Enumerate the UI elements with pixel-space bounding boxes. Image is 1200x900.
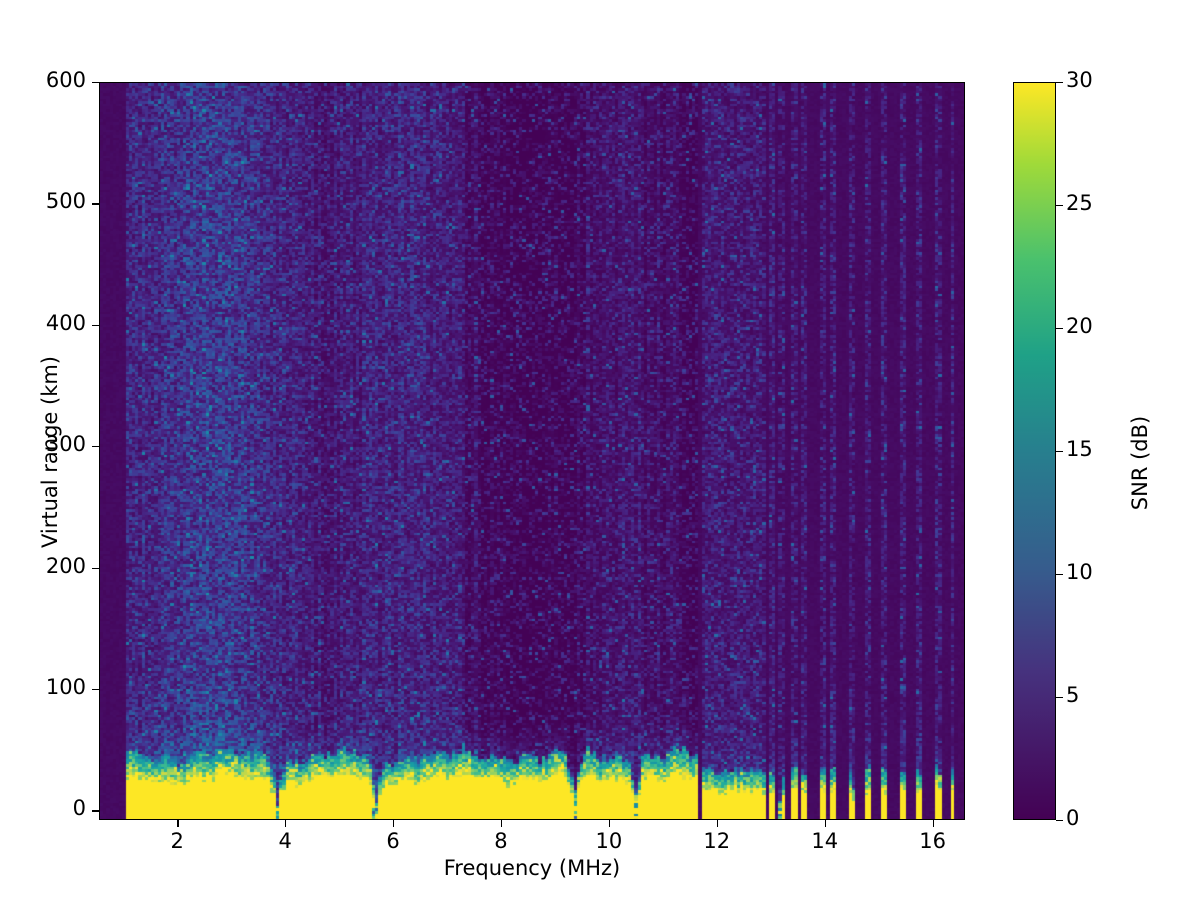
- colorbar-tick-label: 10: [1066, 560, 1093, 584]
- colorbar-tick-mark: [1056, 82, 1063, 84]
- snr-colorbar: [1013, 82, 1056, 820]
- y-tick-label: 100: [45, 674, 86, 699]
- colorbar-tick-mark: [1056, 205, 1063, 207]
- colorbar-tick-label: 30: [1066, 68, 1093, 92]
- y-tick-mark: [92, 324, 99, 327]
- x-tick-mark: [500, 820, 503, 827]
- colorbar-tick-mark: [1056, 574, 1063, 576]
- colorbar-tick-mark: [1056, 697, 1063, 699]
- y-tick-label: 300: [45, 432, 86, 457]
- x-tick-label: 12: [703, 829, 731, 853]
- colorbar-tick-label: 5: [1066, 683, 1080, 707]
- x-tick-mark: [393, 820, 395, 827]
- y-tick-label: 0: [72, 796, 86, 821]
- y-tick-label: 400: [45, 310, 86, 335]
- x-axis-label: Frequency (MHz): [443, 856, 621, 880]
- x-tick-label: 8: [494, 829, 508, 853]
- y-tick-mark: [92, 82, 99, 84]
- x-tick-mark: [824, 820, 826, 827]
- x-tick-label: 10: [595, 829, 623, 853]
- ionogram-heatmap: [100, 83, 964, 819]
- colorbar-tick-label: 20: [1066, 314, 1093, 338]
- x-tick-mark: [608, 820, 611, 827]
- colorbar-label: SNR (dB): [1128, 415, 1152, 511]
- ionogram-plot-area: [99, 82, 965, 820]
- x-tick-mark: [716, 820, 719, 827]
- x-tick-label: 16: [919, 829, 946, 853]
- y-tick-label: 200: [45, 553, 86, 578]
- x-tick-label: 14: [811, 829, 839, 853]
- x-tick-mark: [932, 820, 934, 827]
- y-tick-mark: [92, 688, 99, 691]
- y-tick-mark: [92, 810, 99, 812]
- y-axis-label: Virtual range (km): [38, 355, 62, 549]
- colorbar-tick-mark: [1056, 820, 1063, 822]
- x-tick-label: 2: [170, 829, 184, 853]
- colorbar-tick-label: 0: [1066, 806, 1080, 830]
- y-tick-mark: [92, 567, 99, 569]
- colorbar-tick-mark: [1056, 451, 1063, 453]
- y-tick-mark: [92, 446, 99, 448]
- colorbar-tick-label: 15: [1066, 437, 1093, 461]
- y-tick-label: 600: [45, 68, 86, 92]
- colorbar-tick-label: 25: [1066, 191, 1093, 215]
- x-tick-mark: [177, 820, 179, 827]
- y-tick-label: 500: [45, 189, 86, 214]
- colorbar-tick-mark: [1056, 328, 1063, 330]
- x-tick-label: 6: [386, 829, 400, 853]
- y-tick-mark: [92, 203, 99, 205]
- x-tick-label: 4: [278, 829, 292, 853]
- x-tick-mark: [285, 820, 287, 827]
